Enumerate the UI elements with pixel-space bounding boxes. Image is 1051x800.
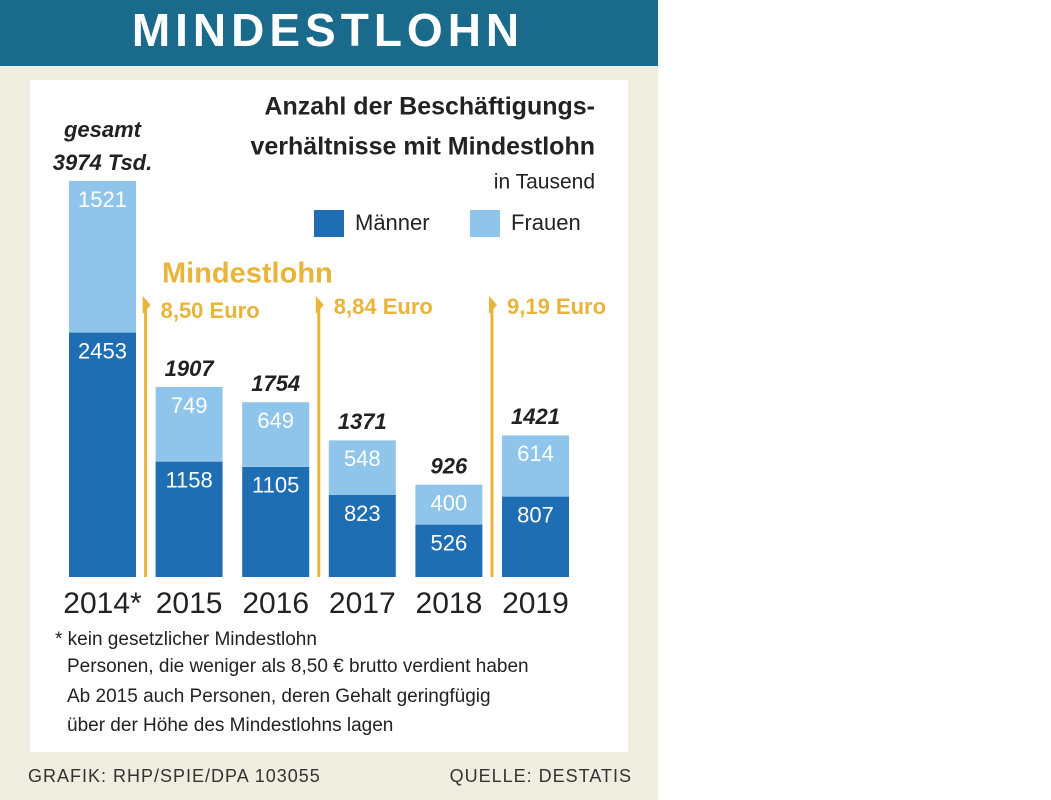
x-tick-label: 2014* [63, 587, 142, 620]
bar-segment [328, 494, 396, 577]
wage-arrow [315, 296, 324, 314]
footnote: Personen, die weniger als 8,50 € brutto … [67, 656, 529, 677]
bar-value-label: 526 [431, 530, 468, 555]
bar-segment [69, 332, 136, 577]
total-label: 926 [431, 454, 468, 479]
wage-label: 8,50 Euro [161, 298, 260, 323]
heading: Anzahl der Beschäftigungs- [264, 93, 595, 121]
total-label: 3974 Tsd. [53, 150, 152, 175]
total-label: 1754 [251, 371, 300, 396]
legend-label: Frauen [511, 210, 581, 235]
bar-segment [328, 440, 396, 495]
bar-value-label: 1105 [252, 473, 299, 498]
wage-label: 9,19 Euro [507, 294, 606, 319]
footnote: * kein gesetzlicher Mindestlohn [55, 629, 317, 650]
bar-value-label: 1521 [78, 187, 127, 212]
subtitle: in Tausend [494, 171, 595, 194]
bar-segment [242, 466, 310, 577]
source: QUELLE: DESTATIS [450, 766, 632, 786]
x-tick-label: 2016 [242, 587, 309, 620]
bar-segment [415, 524, 483, 577]
x-tick-label: 2019 [502, 587, 569, 620]
wage-label: 8,84 Euro [334, 294, 433, 319]
bar-value-label: 649 [257, 408, 294, 433]
x-tick-label: 2018 [416, 587, 483, 620]
chart-title: MINDESTLOHN [132, 4, 524, 56]
bar-value-label: 614 [517, 441, 554, 466]
bar-segment [415, 484, 483, 525]
bar-value-label: 1158 [165, 467, 212, 492]
bar-segment [69, 181, 136, 333]
footnote: über der Höhe des Mindestlohns lagen [67, 715, 393, 736]
header-bar [0, 0, 658, 66]
legend-swatch [314, 210, 344, 237]
bar-segment [155, 386, 223, 462]
total-label: 1421 [511, 404, 560, 429]
footnote: Ab 2015 auch Personen, deren Gehalt geri… [67, 686, 491, 707]
bar-segment [155, 461, 223, 577]
bar-value-label: 400 [431, 491, 468, 516]
bar-segment [502, 496, 569, 577]
bar-segment [502, 435, 569, 497]
total-label: 1907 [165, 356, 216, 381]
bar-value-label: 807 [517, 502, 554, 527]
wage-arrow [142, 296, 151, 314]
bar-value-label: 823 [344, 501, 381, 526]
wage-title: Mindestlohn [162, 258, 333, 290]
total-prefix: gesamt [63, 117, 143, 142]
bar-segment [242, 402, 310, 467]
total-label: 1371 [338, 409, 387, 434]
bar-value-label: 749 [171, 393, 208, 418]
credit: GRAFIK: RHP/SPIE/DPA 103055 [28, 766, 321, 786]
x-tick-label: 2015 [156, 587, 223, 620]
bar-value-label: 2453 [78, 338, 127, 363]
wage-arrow [489, 296, 497, 314]
legend-swatch [470, 210, 500, 237]
heading: verhältnisse mit Mindestlohn [250, 133, 595, 161]
x-tick-label: 2017 [329, 587, 396, 620]
legend-label: Männer [355, 210, 430, 235]
bar-value-label: 548 [344, 446, 381, 471]
